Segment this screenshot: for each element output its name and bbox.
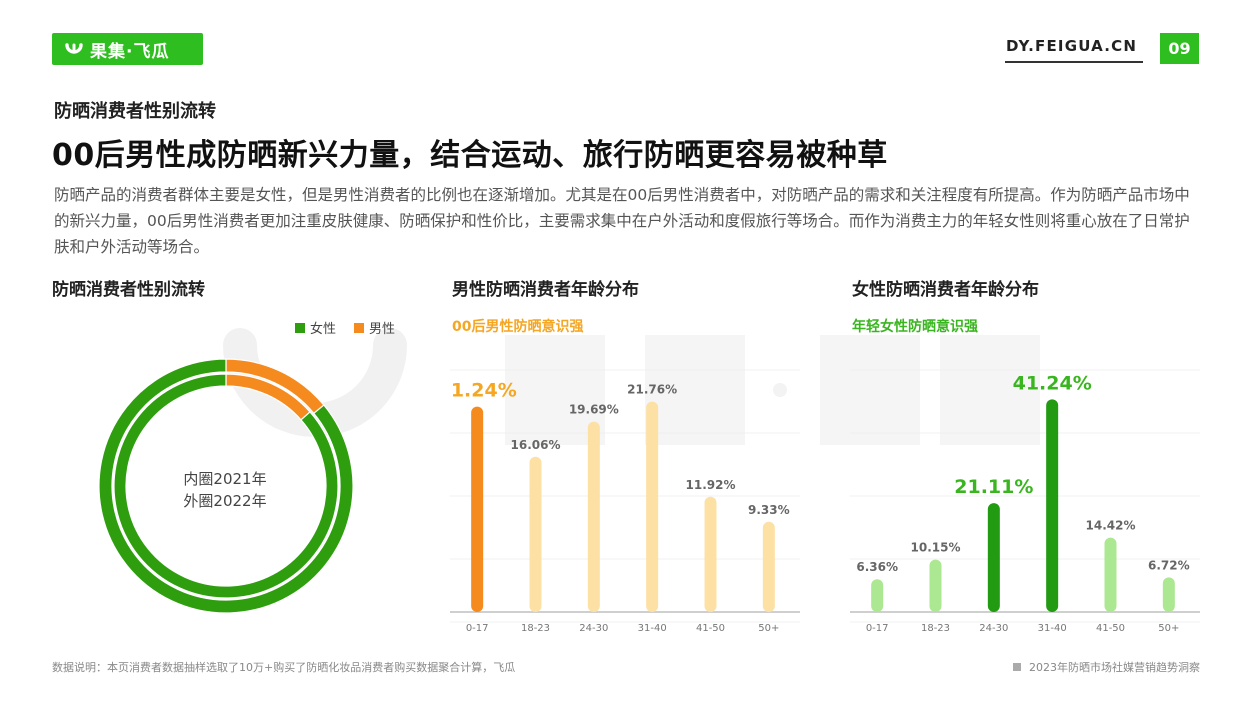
female-tick-label-0-17: 0-17 (866, 623, 889, 634)
male-value-label-31-40: 21.76% (627, 383, 677, 397)
legend-swatch-female (295, 322, 305, 333)
report-title: 2023年防晒市场社媒营销趋势洞察 (1029, 661, 1200, 674)
legend-item-female: 女性 (295, 318, 336, 337)
gender-chart-title: 防晒消费者性别流转 (52, 280, 205, 300)
female-value-label-18-23: 10.15% (911, 541, 961, 555)
section-kicker: 防晒消费者性别流转 (54, 101, 216, 122)
site-url: DY.FEIGUA.CN (1006, 37, 1138, 55)
legend-label-female: 女性 (310, 322, 337, 337)
male-bar-50+ (762, 521, 775, 612)
female-tick-label-50+: 50+ (1158, 623, 1179, 634)
male-value-label-41-50: 11.92% (686, 478, 736, 492)
report-name: 2023年防晒市场社媒营销趋势洞察 (1013, 659, 1200, 675)
female-value-label-31-40: 41.24% (1013, 372, 1092, 394)
donut-slice-outer-female (98, 358, 354, 614)
female-value-label-24-30: 21.11% (954, 476, 1033, 498)
page-title: 00后男性成防晒新兴力量，结合运动、旅行防晒更容易被种草 (52, 138, 888, 173)
male-bar-31-40 (646, 401, 659, 612)
male-tick-label-41-50: 41-50 (696, 623, 725, 634)
male-tick-label-18-23: 18-23 (521, 623, 550, 634)
male-chart-title: 男性防晒消费者年龄分布 (452, 280, 639, 300)
male-tick-label-0-17: 0-17 (466, 623, 489, 634)
brand-mark-icon (65, 43, 83, 54)
female-bar-31-40 (1046, 399, 1059, 612)
male-tick-label-31-40: 31-40 (638, 623, 667, 634)
brand-logo: 果集·飞瓜 (52, 33, 203, 65)
donut-outer-label: 外圈2022年 (183, 492, 267, 510)
female-age-bar-chart: 6.36% 0-17 10.15% 18-23 21.11% 24-30 41.24% 31-… (850, 369, 1200, 634)
male-age-bar-chart: 21.24% 0-17 16.06% 18-23 19.69% 24-30 21.76% 31… (450, 369, 800, 634)
brand-name: 果集·飞瓜 (90, 41, 170, 62)
data-note: 数据说明：本页消费者数据抽样选取了10万+购买了防晒化妆品消费者购买数据聚合计算… (52, 661, 516, 674)
female-tick-label-24-30: 24-30 (979, 623, 1008, 634)
female-value-label-0-17: 6.36% (856, 560, 898, 574)
male-tick-label-24-30: 24-30 (579, 623, 608, 634)
male-tick-label-50+: 50+ (758, 623, 779, 634)
male-value-label-24-30: 19.69% (569, 403, 619, 417)
female-bar-50+ (1162, 577, 1175, 612)
gender-legend: 女性 男性 (295, 318, 413, 337)
female-tick-label-18-23: 18-23 (921, 623, 950, 634)
female-bar-0-17 (871, 579, 884, 612)
female-bar-24-30 (987, 503, 1000, 612)
site-underline (1005, 61, 1143, 63)
legend-swatch-male (354, 322, 365, 333)
male-bar-0-17 (471, 406, 484, 612)
female-chart-title: 女性防晒消费者年龄分布 (852, 280, 1039, 300)
page-number: 09 (1160, 33, 1199, 64)
female-chart-subtitle: 年轻女性防晒意识强 (852, 319, 978, 335)
male-value-label-18-23: 16.06% (511, 438, 561, 452)
female-tick-label-41-50: 41-50 (1096, 623, 1125, 634)
male-bar-18-23 (529, 456, 542, 612)
report-square-icon (1013, 663, 1021, 671)
female-value-label-50+: 6.72% (1148, 558, 1190, 572)
intro-paragraph: 防晒产品的消费者群体主要是女性，但是男性消费者的比例也在逐渐增加。尤其是在00后… (54, 186, 1190, 256)
male-bar-24-30 (587, 421, 600, 612)
donut-inner-label: 内圈2021年 (183, 470, 267, 488)
female-value-label-41-50: 14.42% (1086, 519, 1136, 533)
male-bar-41-50 (704, 496, 717, 612)
male-value-label-0-17: 21.24% (450, 380, 517, 402)
legend-label-male: 男性 (369, 322, 396, 337)
male-value-label-50+: 9.33% (748, 503, 790, 517)
gender-donut-chart (98, 358, 354, 614)
female-tick-label-31-40: 31-40 (1038, 623, 1067, 634)
legend-item-male: 男性 (354, 318, 395, 337)
donut-slice-inner-female (113, 373, 339, 599)
female-bar-41-50 (1104, 537, 1117, 612)
male-chart-subtitle: 00后男性防晒意识强 (452, 319, 584, 335)
female-bar-18-23 (929, 559, 942, 612)
